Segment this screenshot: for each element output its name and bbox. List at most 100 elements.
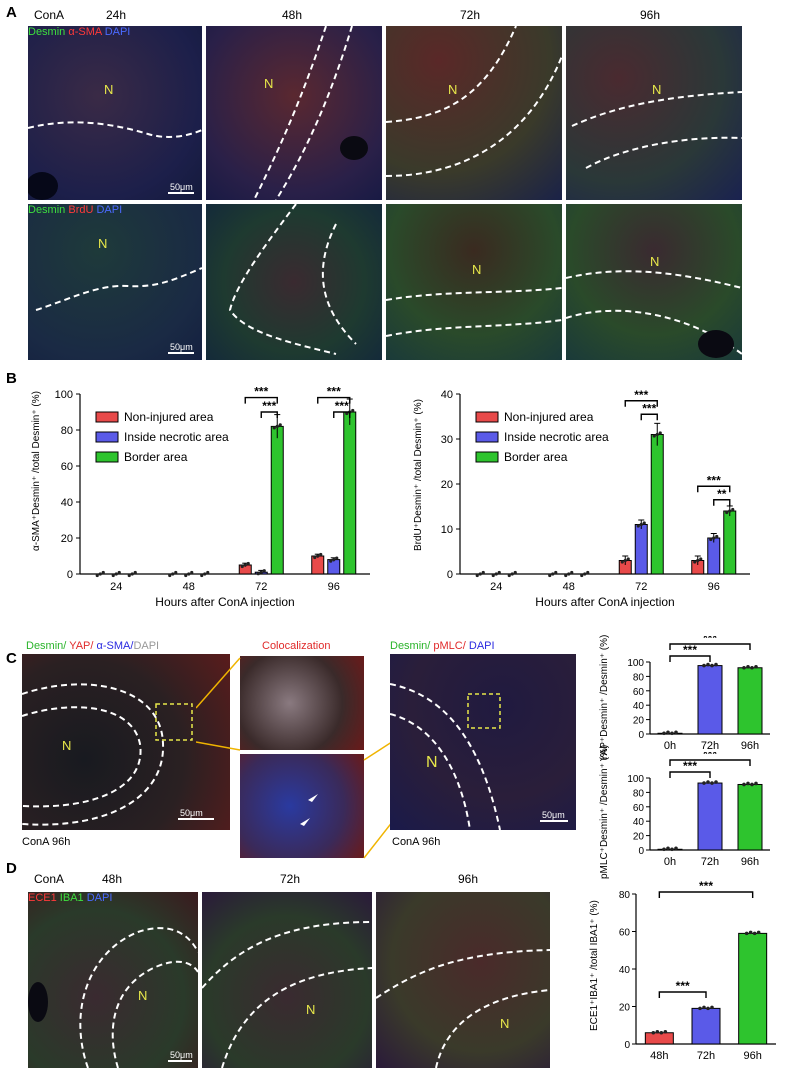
stain-legend-yap: Desmin/ YAP/ α-SMA/DAPI <box>26 640 160 652</box>
data-point <box>262 569 266 573</box>
data-point <box>626 557 630 561</box>
significance-bracket <box>624 400 658 407</box>
legend-swatch <box>475 431 499 443</box>
data-point <box>513 570 517 575</box>
x-tick-label: 0h <box>664 740 676 752</box>
data-point <box>586 570 590 575</box>
stain-legend: ECE1 IBA1 DAPI <box>28 892 113 904</box>
scale-label: 50μm <box>170 1050 193 1060</box>
micrograph-sma-48h: N <box>206 26 382 200</box>
data-point <box>674 846 678 851</box>
data-point <box>580 573 584 578</box>
micrograph-colocalization-yap <box>240 656 364 750</box>
bar <box>343 411 357 575</box>
stain-legend: Desmin BrdU DAPI <box>28 204 123 216</box>
data-point <box>345 411 349 416</box>
data-point <box>316 554 320 558</box>
data-point <box>655 432 659 437</box>
data-point <box>567 572 571 576</box>
data-point <box>114 572 118 576</box>
legend-swatch <box>95 451 119 463</box>
data-point <box>319 552 323 557</box>
chart-yap-desmin: 0 20 40 60 80 100 0h 72h 96h *** *** <box>627 636 770 752</box>
data-point <box>313 555 317 560</box>
x-tick-label: 72h <box>701 740 719 752</box>
data-point <box>742 665 746 670</box>
data-point <box>712 536 716 540</box>
x-tick-label: 72 <box>635 581 647 593</box>
necrotic-label: N <box>650 254 660 269</box>
data-point <box>666 846 670 851</box>
data-point <box>728 509 732 513</box>
data-point <box>715 534 719 539</box>
micrograph-ece1-48h: ECE1 IBA1 DAPI N 50μm <box>28 892 198 1068</box>
data-point <box>670 847 674 852</box>
legend-swatch <box>95 431 119 443</box>
data-point <box>332 558 336 562</box>
chart-pmlc-desmin: 0 20 40 60 80 100 0h 72h 96h *** *** <box>627 752 770 868</box>
data-point <box>674 730 678 735</box>
time-label-d-48h: 48h <box>102 872 123 886</box>
y-tick-label: 0 <box>624 1040 630 1051</box>
y-tick-label: 100 <box>627 658 644 669</box>
significance-bracket <box>697 485 731 493</box>
data-point <box>754 664 758 669</box>
significance-label: *** <box>683 643 697 657</box>
y-tick-label: 40 <box>61 497 73 509</box>
significance-bracket <box>260 411 278 418</box>
data-point <box>200 573 204 578</box>
necrotic-label: N <box>426 754 438 771</box>
micrograph-brdu-24h: Desmin BrdU DAPI N 50μm <box>28 204 202 360</box>
y-axis-label-brdu: BrdU⁺Desmin⁺ /total Desmin⁺ (%) <box>413 399 424 551</box>
bar <box>657 848 683 851</box>
y-tick-label: 80 <box>61 425 73 437</box>
significance-label: *** <box>642 401 656 415</box>
scale-bar <box>168 192 194 194</box>
significance-label: *** <box>699 879 713 893</box>
y-tick-label: 80 <box>633 672 645 683</box>
necrotic-label: N <box>98 236 108 251</box>
necrotic-label: N <box>448 82 458 97</box>
data-point <box>666 730 670 735</box>
bar <box>697 782 723 851</box>
data-point <box>117 570 121 575</box>
y-axis-label-yap: YAP⁺Desmin⁺ /Desmin⁺ (%) <box>599 634 610 762</box>
data-point <box>710 663 714 668</box>
bar <box>634 524 648 575</box>
micrograph-ece1-96h: N <box>376 892 550 1068</box>
y-tick-label: 20 <box>633 832 645 843</box>
y-tick-label: 60 <box>633 687 645 698</box>
data-point <box>706 780 710 784</box>
y-tick-label: 20 <box>633 716 645 727</box>
y-tick-label: 20 <box>61 533 73 545</box>
data-point <box>206 570 210 575</box>
significance-label: ** <box>717 487 727 501</box>
x-tick-label: 72h <box>701 856 719 868</box>
data-point <box>714 662 718 667</box>
legend-label: Non-injured area <box>504 410 594 424</box>
y-axis-label-ece1: ECE1⁺IBA1⁺ /total IBA1⁺ (%) <box>589 900 600 1031</box>
necrotic-label: N <box>500 1016 510 1031</box>
data-point <box>750 782 754 787</box>
data-point <box>746 664 750 669</box>
data-point <box>652 434 656 438</box>
scale-bar <box>178 818 214 820</box>
necrotic-label: N <box>104 82 114 97</box>
data-point <box>714 780 718 784</box>
legend-label: Border area <box>504 450 568 464</box>
data-point <box>507 573 511 578</box>
data-point <box>725 510 729 515</box>
data-point <box>706 662 710 667</box>
x-tick-label: 24 <box>490 581 502 593</box>
data-point <box>702 781 706 785</box>
data-point <box>203 572 207 576</box>
significance-bracket <box>669 771 711 778</box>
data-point <box>133 570 137 575</box>
y-tick-label: 60 <box>61 461 73 473</box>
scale-label: 50μm <box>170 182 193 192</box>
data-point <box>659 1030 664 1035</box>
data-point <box>127 573 131 578</box>
bar <box>657 732 683 735</box>
data-point <box>710 781 714 785</box>
data-point <box>551 572 555 576</box>
